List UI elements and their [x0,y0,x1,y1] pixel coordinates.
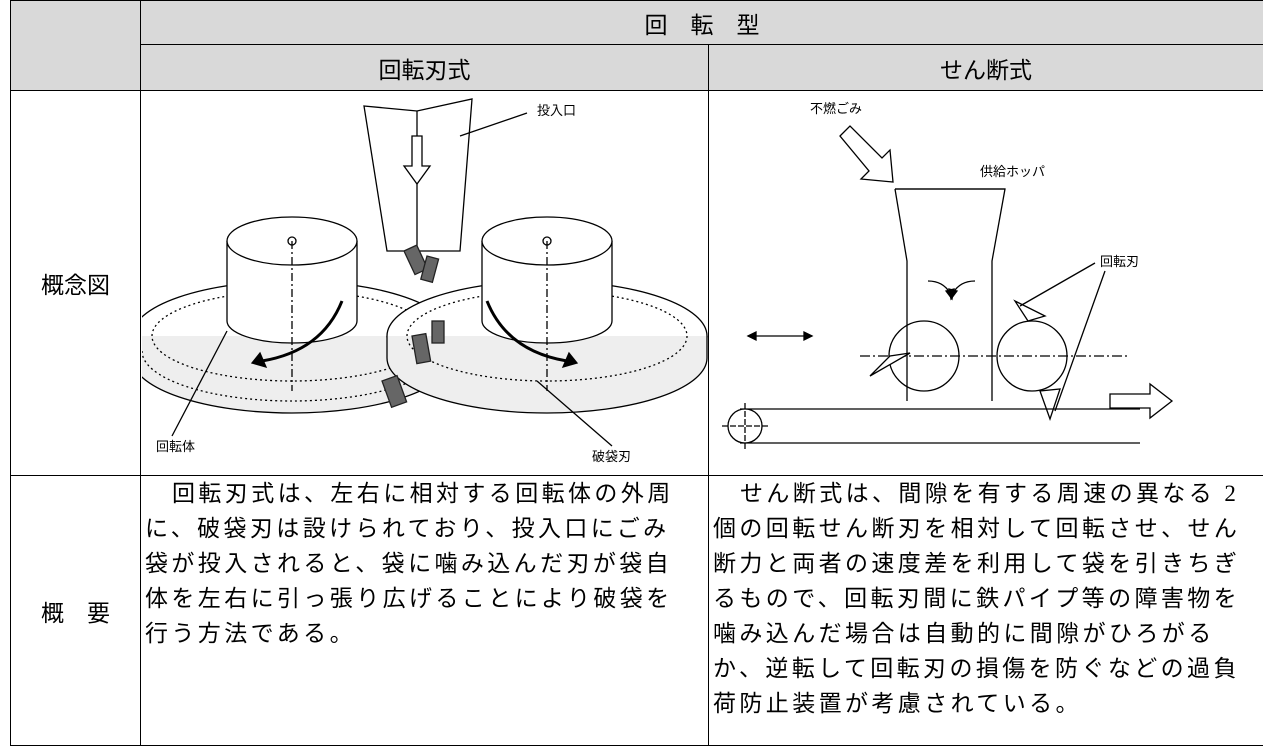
diagram-cell: 不燃ごみ 供給ホッパ 回転刃 [709,91,1263,476]
description-line: 回転刃式は、左右に相対する回転体の外周 [145,476,704,511]
diagram-label: 不燃ごみ [810,101,862,117]
comparison-table: 回 転 型 回転刃式 せん断式 概念図 [10,0,1263,746]
description-line: 体を左右に引っ張り広げることにより破袋を [145,581,704,616]
row-label-cell: 概 要 [11,476,141,746]
sub-title: せん断式 [940,58,1032,83]
diagram-label: 供給ホッパ [980,165,1045,180]
rotary-blade-diagram: 投入口 回転体 破袋刃 [142,91,708,469]
sub-header: 回転刃式 [141,45,709,91]
description-line: 荷防止装置が考慮されている。 [713,686,1259,721]
diagram-label: 回転体 [156,440,195,455]
description-line: 袋が投入されると、袋に噛み込んだ刃が袋自 [145,546,704,581]
description-line: か、逆転して回転刃の損傷を防ぐなどの過負 [713,651,1259,686]
row-label-cell: 概念図 [11,91,141,476]
shear-diagram: 不燃ごみ 供給ホッパ 回転刃 [710,91,1263,469]
group-title: 回 転 型 [645,13,760,38]
group-header: 回 転 型 [141,1,1263,45]
diagram-label: 回転刃 [1100,255,1139,270]
diagram-label: 破袋刃 [592,450,631,465]
description-line: 個の回転せん断刃を相対して回転させ、せん [713,511,1259,546]
description-line: せん断式は、間隙を有する周速の異なる 2 [713,476,1259,511]
description-line: に、破袋刃は設けられており、投入口にごみ [145,511,704,546]
sub-title: 回転刃式 [379,58,471,83]
row-label: 概念図 [41,273,110,298]
description-cell: 回転刃式は、左右に相対する回転体の外周に、破袋刃は設けられており、投入口にごみ袋… [141,476,709,746]
description-line: 行う方法である。 [145,616,704,651]
sub-header: せん断式 [709,45,1263,91]
description-line: 断力と両者の速度差を利用して袋を引きちぎ [713,546,1259,581]
diagram-cell: 投入口 回転体 破袋刃 [141,91,709,476]
row-label: 概 要 [41,601,110,626]
description-line: 噛み込んだ場合は自動的に間隙がひろがる [713,616,1259,651]
corner-cell [11,1,141,91]
diagram-label: 投入口 [537,103,576,119]
description-line: るもので、回転刃間に鉄パイプ等の障害物を [713,581,1259,616]
